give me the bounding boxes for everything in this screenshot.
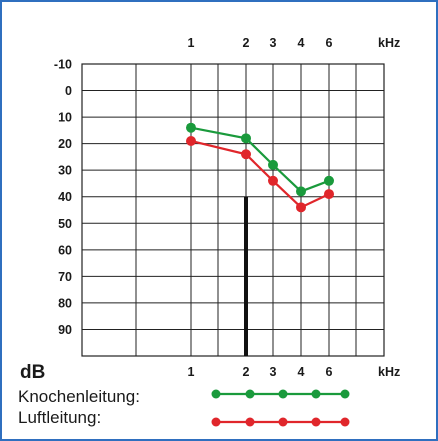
legend-dot-knochenleitung [311, 389, 321, 399]
y-tick-label: 70 [58, 270, 72, 284]
legend-label-knochenleitung: Knochenleitung: [18, 387, 140, 406]
y-tick-label: 80 [58, 296, 72, 310]
y-tick-label: 60 [58, 243, 72, 257]
x-tick-labels-bottom: 1 2 3 4 6 [188, 365, 333, 379]
y-tick-label: 40 [58, 190, 72, 204]
data-point-luftleitung [241, 149, 251, 160]
data-point-knochenleitung [296, 186, 306, 197]
data-point-luftleitung [268, 175, 278, 186]
x-unit-label-bottom: kHz [378, 365, 400, 379]
grid-border [81, 63, 385, 357]
x-tick-label-bottom: 6 [326, 365, 333, 379]
x-tick-label-top: 3 [270, 36, 277, 50]
legend-dot-luftleitung [340, 417, 350, 427]
x-tick-label-top: 1 [188, 36, 195, 50]
y-tick-label: 30 [58, 164, 72, 178]
x-tick-label-bottom: 1 [188, 365, 195, 379]
x-tick-label-bottom: 2 [243, 365, 250, 379]
x-tick-label-top: 6 [326, 36, 333, 50]
legend-dot-knochenleitung [340, 389, 350, 399]
y-unit-label: dB [20, 362, 45, 383]
y-tick-labels: -10 0 10 20 30 40 50 60 70 80 90 [54, 58, 72, 337]
data-point-knochenleitung [241, 133, 251, 144]
x-tick-label-top: 4 [298, 36, 305, 50]
data-point-knochenleitung [268, 159, 278, 170]
data-point-luftleitung [324, 189, 334, 200]
legend-dot-knochenleitung [211, 389, 221, 399]
y-tick-label: 50 [58, 217, 72, 231]
y-tick-label: 90 [58, 323, 72, 337]
x-tick-label-bottom: 3 [270, 365, 277, 379]
y-tick-label: -10 [54, 58, 72, 72]
plot-grid [81, 63, 385, 357]
data-point-luftleitung [186, 135, 196, 146]
legend-dot-knochenleitung [278, 389, 288, 399]
legend-dot-knochenleitung [245, 389, 255, 399]
y-tick-label: 20 [58, 137, 72, 151]
y-tick-label: 0 [65, 84, 72, 98]
x-unit-label-top: kHz [378, 36, 400, 50]
legend-dot-luftleitung [278, 417, 288, 427]
x-tick-labels-top: 1 2 3 4 6 [188, 36, 333, 50]
legend-dot-luftleitung [311, 417, 321, 427]
legend-label-luftleitung: Luftleitung: [18, 408, 101, 427]
x-tick-label-bottom: 4 [298, 365, 305, 379]
series-layer [186, 122, 334, 213]
data-point-luftleitung [296, 202, 306, 213]
legend-dot-luftleitung [211, 417, 221, 427]
data-point-knochenleitung [324, 175, 334, 186]
legend-dot-luftleitung [245, 417, 255, 427]
y-tick-label: 10 [58, 111, 72, 125]
data-point-knochenleitung [186, 122, 196, 133]
legend-swatches [211, 389, 350, 427]
x-tick-label-top: 2 [243, 36, 250, 50]
